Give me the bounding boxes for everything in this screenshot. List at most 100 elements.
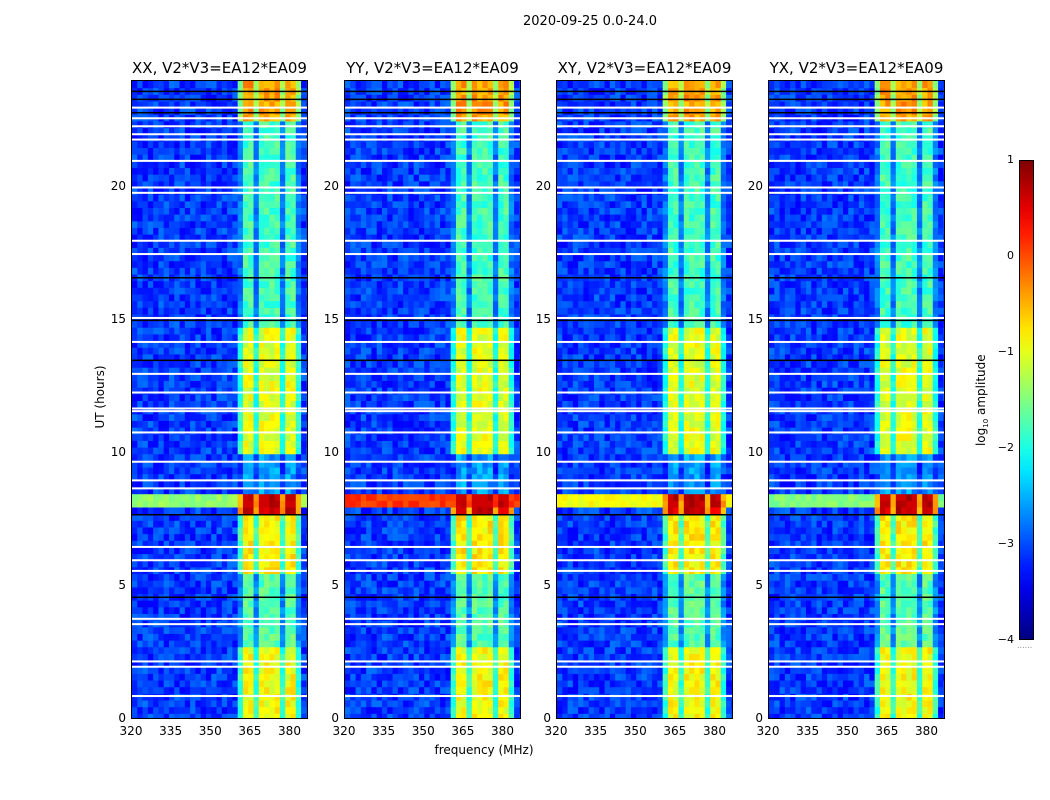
heatmap-cell xyxy=(387,700,394,708)
heatmap-cell xyxy=(371,700,378,708)
heatmap-cell xyxy=(269,187,276,195)
figure-title: 2020-09-25 0.0-24.0 xyxy=(523,14,657,29)
heatmap-panel-0 xyxy=(131,80,308,719)
heatmap-cell xyxy=(248,686,255,694)
heatmap-cell xyxy=(184,673,191,681)
heatmap-cell xyxy=(168,307,175,315)
heatmap-cell xyxy=(237,520,244,528)
heatmap-cell xyxy=(440,560,446,568)
heatmap-cell xyxy=(381,646,388,654)
heatmap-cell xyxy=(440,507,446,515)
heatmap-cell xyxy=(301,174,307,182)
heatmap-cell xyxy=(137,214,144,222)
heatmap-cell xyxy=(429,600,436,608)
heatmap-cell xyxy=(455,540,462,548)
heatmap-cell xyxy=(350,520,357,528)
heatmap-cell xyxy=(211,686,218,694)
heatmap-cell xyxy=(142,540,149,548)
heatmap-cell xyxy=(179,247,186,255)
heatmap-cell xyxy=(301,433,307,441)
heatmap-cell xyxy=(200,234,207,242)
heatmap-cell xyxy=(264,107,270,115)
heatmap-cell xyxy=(290,307,297,315)
heatmap-cell xyxy=(392,560,399,568)
heatmap-cell xyxy=(179,294,186,302)
heatmap-cell xyxy=(279,640,286,648)
heatmap-cell xyxy=(264,440,270,448)
heatmap-cell xyxy=(434,400,441,408)
heatmap-cell xyxy=(200,174,207,182)
heatmap-cell xyxy=(519,600,520,608)
heatmap-cell xyxy=(190,467,196,475)
heatmap-cell xyxy=(455,600,462,608)
heatmap-cell xyxy=(237,460,244,468)
heatmap-cell xyxy=(153,586,159,595)
heatmap-cell xyxy=(492,660,499,668)
heatmap-cell xyxy=(360,613,367,621)
heatmap-cell xyxy=(147,393,154,401)
heatmap-cell xyxy=(242,413,249,421)
heatmap-cell xyxy=(237,580,244,588)
heatmap-cell xyxy=(142,400,149,408)
heatmap-cell xyxy=(190,640,196,648)
heatmap-cell xyxy=(264,220,270,228)
heatmap-cell xyxy=(147,460,154,468)
heatmap-cell xyxy=(482,520,489,528)
heatmap-cell xyxy=(440,533,446,541)
heatmap-cell xyxy=(371,640,378,648)
heatmap-cell xyxy=(211,393,218,401)
heatmap-cell xyxy=(190,287,196,295)
heatmap-cell xyxy=(242,433,249,441)
heatmap-cell xyxy=(200,653,207,661)
heatmap-cell xyxy=(227,713,233,718)
heatmap-cell xyxy=(232,320,239,328)
heatmap-cell xyxy=(424,433,431,441)
heatmap-cell xyxy=(211,247,218,255)
heatmap-cell xyxy=(190,560,196,568)
heatmap-cell xyxy=(274,280,281,288)
heatmap-cell xyxy=(221,600,228,608)
heatmap-cell xyxy=(142,227,149,235)
heatmap-cell xyxy=(179,360,186,368)
heatmap-cell xyxy=(147,413,154,421)
heatmap-cell xyxy=(258,320,265,328)
heatmap-cell xyxy=(147,560,154,568)
heatmap-cell xyxy=(190,247,196,255)
heatmap-cell xyxy=(137,360,144,368)
heatmap-cell xyxy=(158,187,165,195)
heatmap-cell xyxy=(179,320,186,328)
heatmap-cell xyxy=(232,700,239,708)
heatmap-cell xyxy=(179,393,186,401)
heatmap-cell xyxy=(179,400,186,408)
heatmap-cell xyxy=(211,380,218,388)
heatmap-cell xyxy=(514,526,520,535)
heatmap-cell xyxy=(158,560,165,568)
heatmap-cell xyxy=(429,540,436,548)
heatmap-cell xyxy=(242,353,249,362)
heatmap-cell xyxy=(227,487,233,495)
heatmap-cell xyxy=(153,280,159,288)
heatmap-cell xyxy=(290,613,297,621)
heatmap-cell xyxy=(290,387,297,395)
heatmap-cell xyxy=(221,606,228,614)
heatmap-cell xyxy=(205,100,212,109)
heatmap-cell xyxy=(163,280,170,288)
heatmap-cell xyxy=(295,214,302,222)
heatmap-cell xyxy=(242,167,249,175)
heatmap-cell xyxy=(492,713,499,718)
heatmap-cell xyxy=(216,174,223,182)
heatmap-cell xyxy=(397,713,404,718)
heatmap-cell xyxy=(221,260,228,268)
heatmap-cell xyxy=(306,467,307,475)
heatmap-cell xyxy=(264,560,270,568)
heatmap-cell xyxy=(132,420,138,428)
heatmap-cell xyxy=(461,660,468,668)
heatmap-cell xyxy=(371,600,378,608)
heatmap-cell xyxy=(397,560,404,568)
heatmap-cell xyxy=(274,453,281,461)
heatmap-cell xyxy=(184,580,191,588)
heatmap-cell xyxy=(237,127,244,135)
heatmap-cell xyxy=(253,560,260,568)
heatmap-cell xyxy=(295,560,302,568)
heatmap-cell xyxy=(381,560,388,568)
